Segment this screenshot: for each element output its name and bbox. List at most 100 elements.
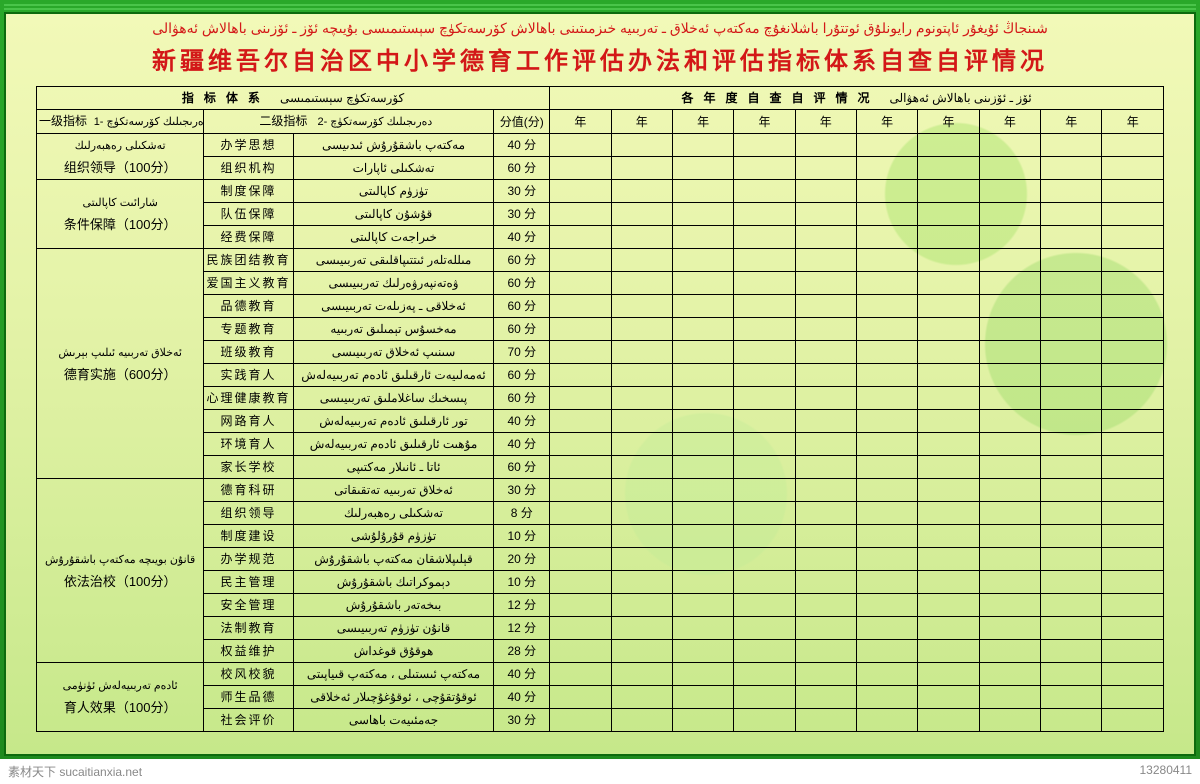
year-cell (734, 479, 795, 502)
year-cell (795, 456, 856, 479)
year-cell (795, 249, 856, 272)
level1-cell: قانۇن بويىچە مەكتەپ باشقۇرۇش依法治校（100分） (37, 479, 204, 663)
year-cell (1041, 571, 1102, 594)
year-cell (918, 502, 979, 525)
hdr-year: 年 (795, 110, 856, 134)
year-cell (550, 341, 611, 364)
year-cell (979, 525, 1040, 548)
score-cell: 30 分 (494, 203, 550, 226)
level2-uy: ۋەتەنپەرۋەرلىك تەربىيىسى (293, 272, 494, 295)
year-cell (1102, 502, 1164, 525)
level2-uy: تەشكىلى ئاپارات (293, 157, 494, 180)
year-cell (1041, 709, 1102, 732)
year-cell (795, 318, 856, 341)
year-cell (550, 318, 611, 341)
table-head: 指标体系 كۆرسەتكۈچ سېستىمىسى 各年度自查自评情况 ئۆز ـ… (37, 87, 1164, 134)
level1-uy: قانۇن بويىچە مەكتەپ باشقۇرۇش (39, 549, 201, 571)
year-cell (734, 502, 795, 525)
year-cell (672, 502, 733, 525)
year-cell (918, 318, 979, 341)
table-row: قانۇن بويىچە مەكتەپ باشقۇرۇش依法治校（100分）德育… (37, 479, 1164, 502)
year-cell (734, 663, 795, 686)
year-cell (918, 272, 979, 295)
year-cell (734, 433, 795, 456)
score-cell: 10 分 (494, 571, 550, 594)
hdr-year: 年 (611, 110, 672, 134)
main-title: 新疆维吾尔自治区中小学德育工作评估办法和评估指标体系自查自评情况 (36, 41, 1164, 76)
year-cell (611, 456, 672, 479)
score-cell: 40 分 (494, 410, 550, 433)
year-cell (550, 180, 611, 203)
year-cell (1102, 318, 1164, 341)
level1-cn: 育人效果（100分） (39, 697, 201, 719)
year-cell (1102, 686, 1164, 709)
score-cell: 12 分 (494, 617, 550, 640)
level1-cell: ئادەم تەربىيەلەش ئۈنۈمى育人效果（100分） (37, 663, 204, 732)
level2-uy: دېموكراتىك باشقۇرۇش (293, 571, 494, 594)
year-cell (918, 479, 979, 502)
year-cell (550, 249, 611, 272)
year-cell (550, 295, 611, 318)
year-cell (918, 433, 979, 456)
hdr-year: 年 (734, 110, 795, 134)
year-cell (856, 617, 917, 640)
year-cell (550, 502, 611, 525)
year-cell (734, 157, 795, 180)
year-cell (979, 272, 1040, 295)
year-cell (795, 617, 856, 640)
level2-uy: مەخسۇس تېمىلىق تەربىيە (293, 318, 494, 341)
year-cell (1102, 663, 1164, 686)
year-cell (918, 203, 979, 226)
year-cell (1041, 272, 1102, 295)
level2-uy: مىللەتلەر ئىتتىپاقلىقى تەربىيىسى (293, 249, 494, 272)
year-cell (1102, 571, 1164, 594)
year-cell (1102, 180, 1164, 203)
year-cell (856, 226, 917, 249)
table-row: 组织领导تەشكىلى رەھبەرلىك8 分 (37, 502, 1164, 525)
year-cell (611, 548, 672, 571)
year-cell (550, 456, 611, 479)
year-cell (672, 548, 733, 571)
year-cell (856, 341, 917, 364)
level2-cn: 爱国主义教育 (204, 272, 293, 295)
year-cell (611, 341, 672, 364)
level2-cn: 环境育人 (204, 433, 293, 456)
year-cell (611, 295, 672, 318)
year-cell (1102, 295, 1164, 318)
year-cell (1102, 594, 1164, 617)
year-cell (672, 157, 733, 180)
year-cell (918, 226, 979, 249)
level1-uy: شارائىت كاپالىتى (39, 192, 201, 214)
hdr-yearly-uy: ئۆز ـ ئۆزىنى باھالاش ئەھۋالى (889, 91, 1031, 105)
year-cell (1102, 456, 1164, 479)
year-cell (918, 640, 979, 663)
watermark: 素材天下 sucaitianxia.net 13280411 (0, 759, 1200, 784)
level1-cn: 条件保障（100分） (39, 214, 201, 236)
year-cell (856, 272, 917, 295)
year-cell (795, 502, 856, 525)
outer-frame: شىنجاڭ ئۇيغۇر ئاپتونوم رايونلۇق ئوتتۇرا … (0, 0, 1200, 760)
level2-cn: 办学思想 (204, 134, 293, 157)
year-cell (856, 387, 917, 410)
stripe-divider (4, 4, 1196, 12)
year-cell (672, 203, 733, 226)
year-cell (856, 203, 917, 226)
year-cell (611, 525, 672, 548)
year-cell (1041, 686, 1102, 709)
year-cell (672, 364, 733, 387)
level2-cn: 安全管理 (204, 594, 293, 617)
level2-uy: مەكتەپ ئىستىلى ، مەكتەپ قىياپىتى (293, 663, 494, 686)
year-cell (979, 318, 1040, 341)
year-cell (734, 387, 795, 410)
score-cell: 60 分 (494, 272, 550, 295)
year-cell (734, 249, 795, 272)
year-cell (734, 341, 795, 364)
year-cell (672, 571, 733, 594)
uyghur-header: شىنجاڭ ئۇيغۇر ئاپتونوم رايونلۇق ئوتتۇرا … (36, 20, 1164, 37)
level2-cn: 网路育人 (204, 410, 293, 433)
header-row-1: 指标体系 كۆرسەتكۈچ سېستىمىسى 各年度自查自评情况 ئۆز ـ… (37, 87, 1164, 110)
level2-cn: 办学规范 (204, 548, 293, 571)
year-cell (795, 226, 856, 249)
hdr-indicator-cn: 指标体系 (182, 91, 270, 105)
table-row: 法制教育قانۇن تۈزۈم تەربىيىسى12 分 (37, 617, 1164, 640)
